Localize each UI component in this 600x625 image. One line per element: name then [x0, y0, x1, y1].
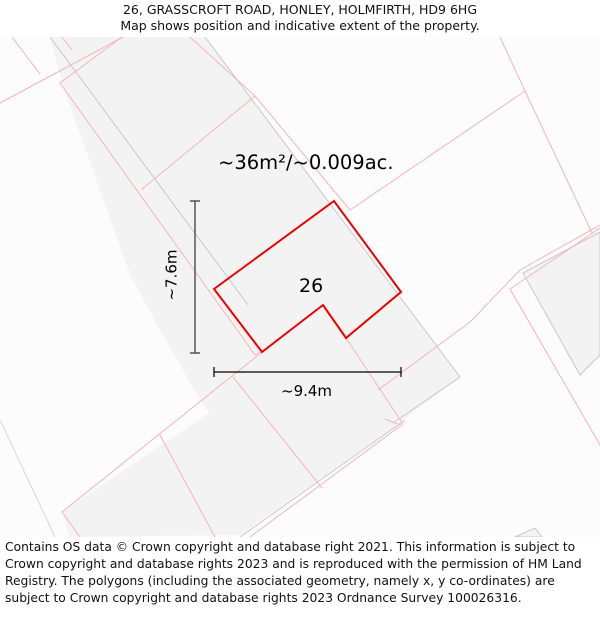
building-edge: [0, 419, 56, 537]
building-block-right: [522, 231, 600, 376]
building-edge: [204, 37, 461, 378]
building-edge: [49, 37, 249, 306]
copyright-attribution: Contains OS data © Crown copyright and d…: [5, 540, 582, 605]
map-subtitle: Map shows position and indicative extent…: [120, 18, 480, 33]
parcel-boundaries: [0, 37, 600, 537]
building-edge: [239, 419, 406, 537]
building-block-lower: [62, 375, 395, 537]
width-dimension-label: ~9.4m: [281, 382, 333, 400]
building-block-small: [514, 527, 543, 537]
height-dimension-label: ~7.6m: [162, 249, 181, 301]
area-label: ~36m²/~0.009ac.: [218, 151, 394, 174]
property-boundary-polygon[interactable]: [212, 199, 403, 354]
map-canvas[interactable]: ~36m²/~0.009ac. 26 ~7.6m ~9.4m: [0, 37, 600, 537]
map-header: 26, GRASSCROFT ROAD, HONLEY, HOLMFIRTH, …: [0, 0, 600, 37]
map-svg: [0, 37, 600, 537]
property-address-title: 26, GRASSCROFT ROAD, HONLEY, HOLMFIRTH, …: [122, 2, 478, 17]
width-dimension-line: [213, 367, 402, 377]
property-number-label: 26: [299, 275, 324, 297]
height-dimension-line: [190, 200, 200, 354]
